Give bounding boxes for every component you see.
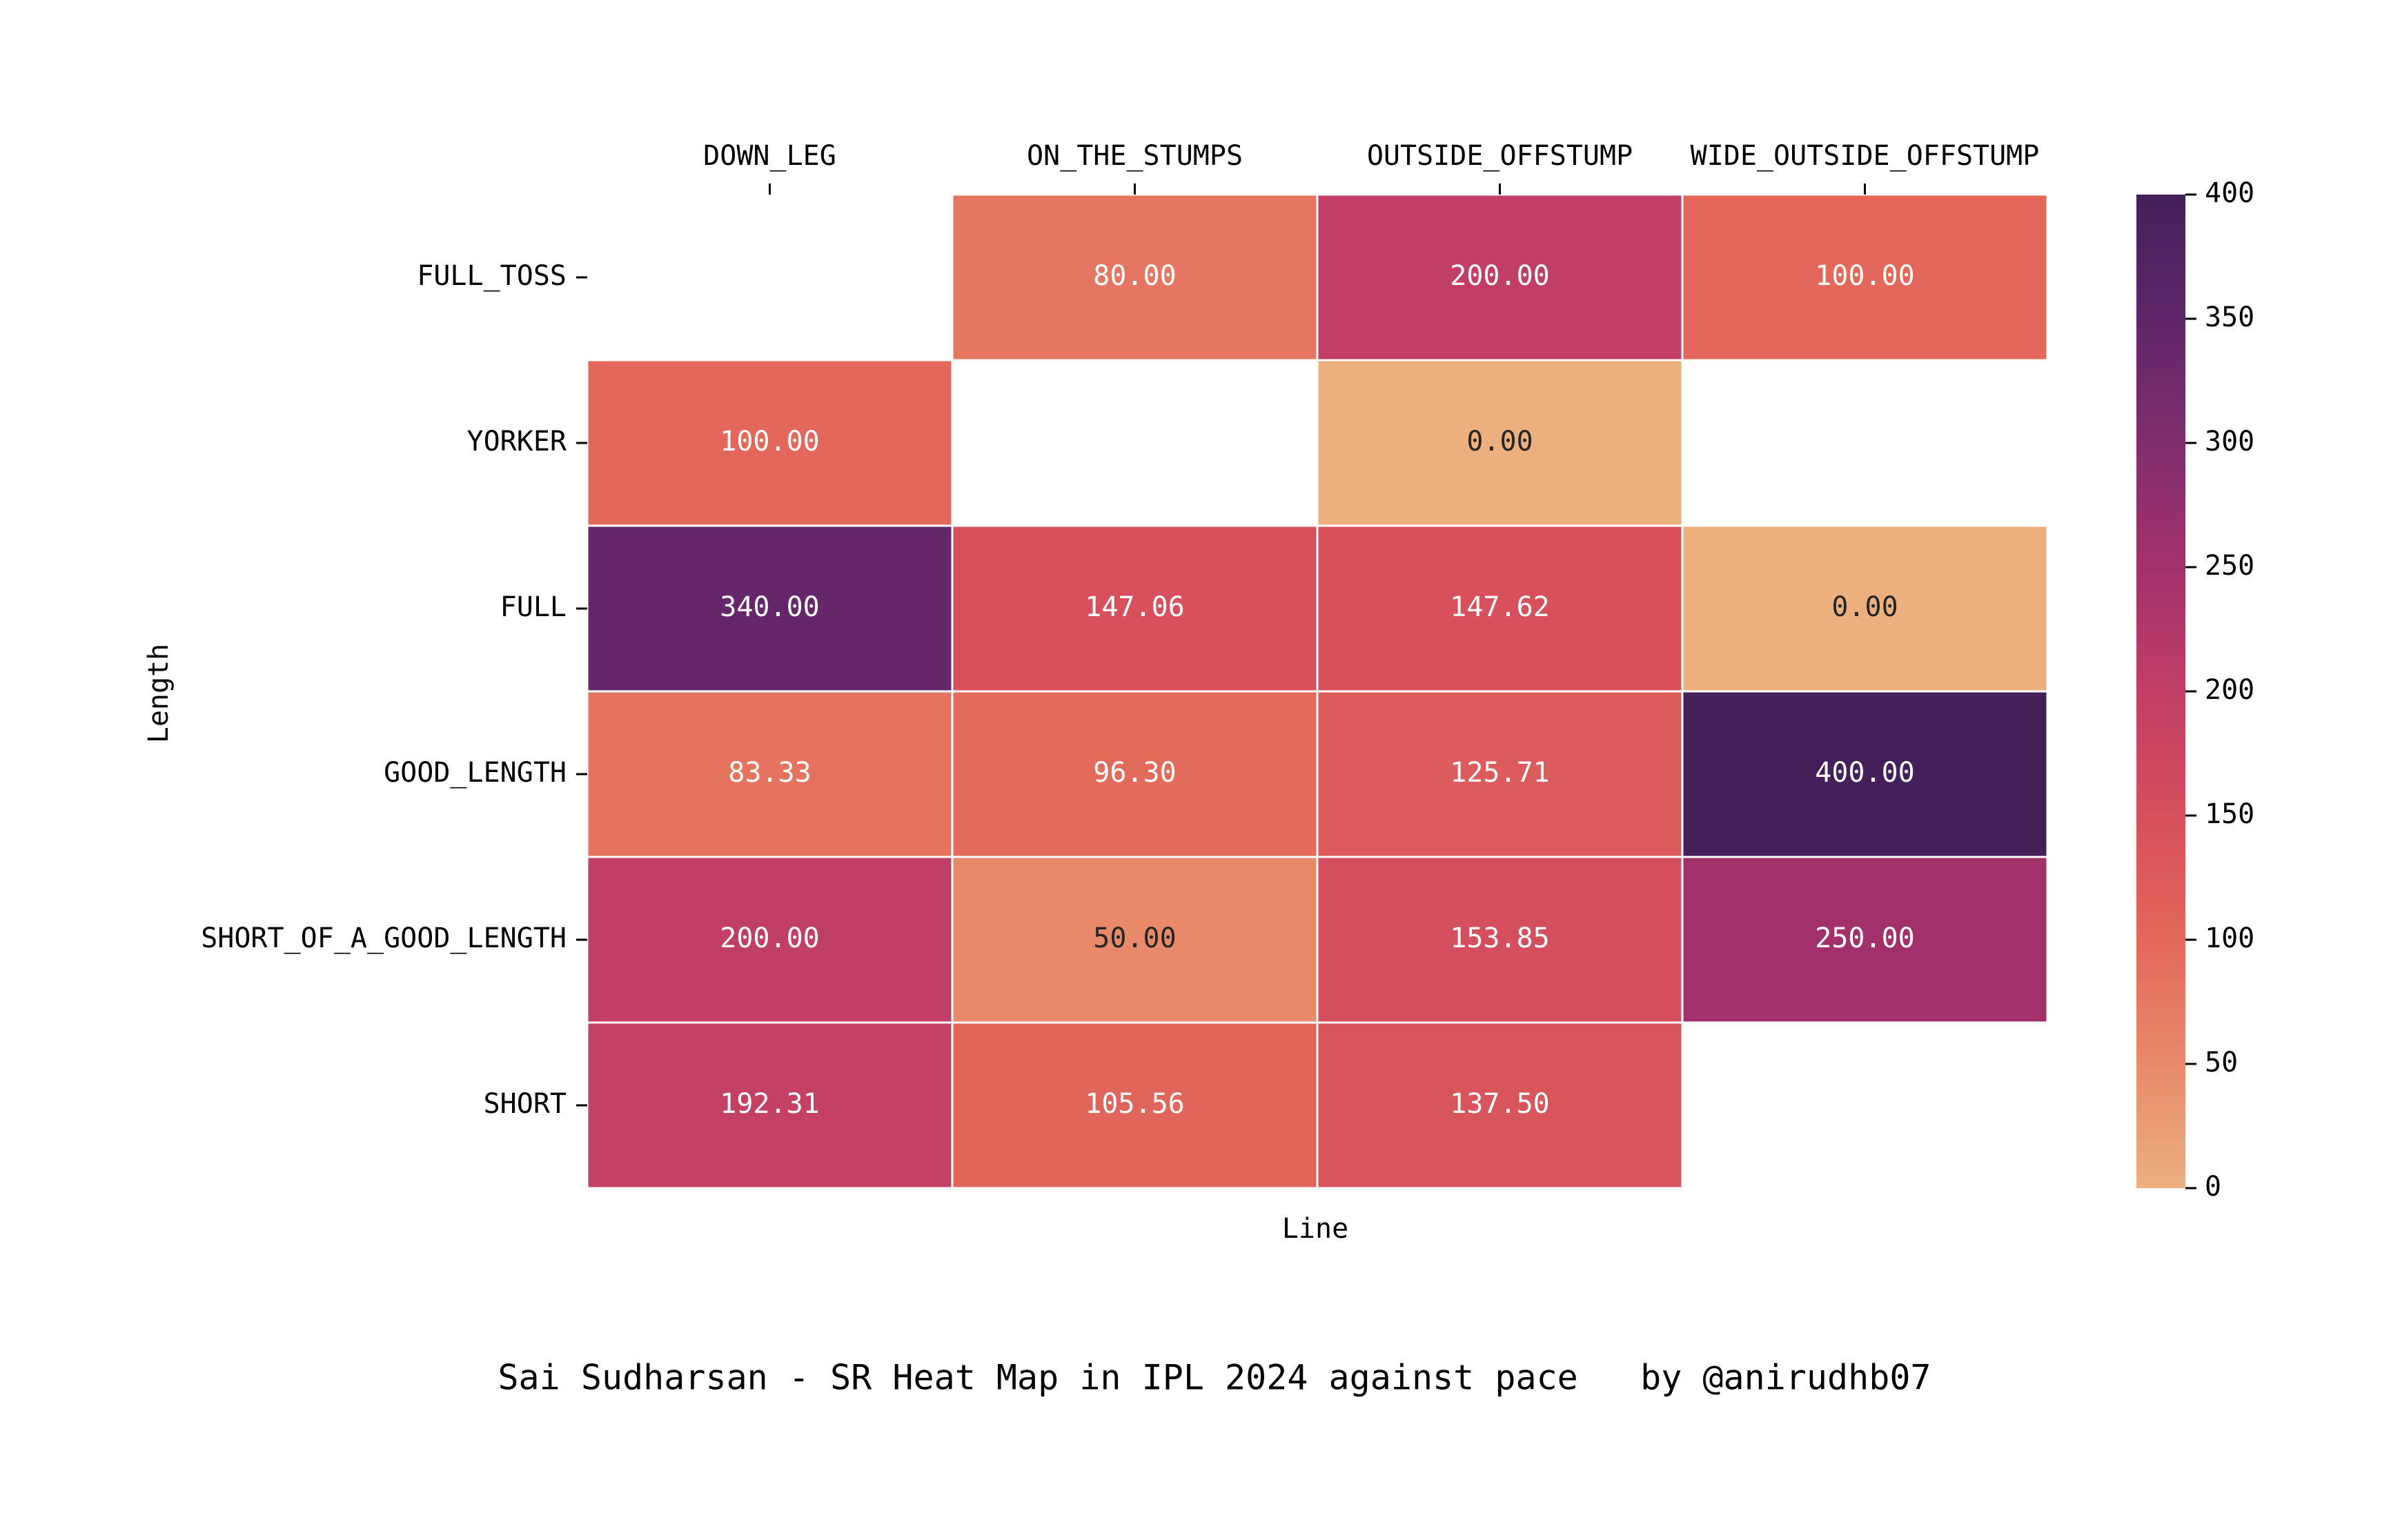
cell-value-label: 80.00 xyxy=(1093,260,1176,292)
y-tick-label: FULL_TOSS xyxy=(417,260,567,292)
colorbar-tick-label: 350 xyxy=(2205,302,2254,333)
cell-value-label: 0.00 xyxy=(1831,591,1898,623)
cell-value-label: 192.31 xyxy=(720,1088,820,1120)
cell-value-label: 96.30 xyxy=(1093,757,1176,789)
colorbar-tick-label: 200 xyxy=(2205,674,2254,706)
heatmap-cell xyxy=(586,359,954,527)
cell-value-label: 83.33 xyxy=(728,757,811,789)
colorbar-ticks: 0 50 100 150 200 250 300 350 400 xyxy=(2185,177,2254,1203)
cell-value-label: 147.06 xyxy=(1085,591,1185,623)
colorbar-tick-label: 0 xyxy=(2205,1171,2221,1203)
cell-value-label: 400.00 xyxy=(1815,757,1915,789)
colorbar-tick-label: 100 xyxy=(2205,922,2254,954)
cell-value-label: 340.00 xyxy=(720,591,820,623)
cell-value-label: 200.00 xyxy=(1450,260,1550,292)
x-tick-label: DOWN_LEG xyxy=(703,140,836,172)
colorbar-tick-label: 300 xyxy=(2205,426,2254,457)
y-axis-label: Length xyxy=(143,644,175,744)
heatmap-cell xyxy=(951,856,1319,1024)
heatmap-cell xyxy=(1316,193,1684,362)
colorbar-tick-label: 50 xyxy=(2205,1047,2238,1078)
cell-value-label: 100.00 xyxy=(720,426,820,457)
heatmap-cells xyxy=(586,193,2049,1189)
heatmap-cell xyxy=(1316,524,1684,693)
heatmap-cell xyxy=(951,193,1319,362)
y-tick-label: SHORT xyxy=(484,1088,567,1120)
cell-value-label: 100.00 xyxy=(1815,260,1915,292)
x-tick-label: OUTSIDE_OFFSTUMP xyxy=(1367,140,1633,172)
cell-value-label: 50.00 xyxy=(1093,922,1176,954)
heatmap-cell xyxy=(951,1021,1319,1189)
heatmap-cell xyxy=(586,856,954,1024)
y-tick-label: SHORT_OF_A_GOOD_LENGTH xyxy=(201,922,567,954)
y-axis-ticks: FULL_TOSS YORKER FULL GOOD_LENGTH SHORT_OF_A… xyxy=(201,260,587,1120)
heatmap-cell xyxy=(1681,690,2049,858)
x-axis-label: Line xyxy=(1282,1213,1348,1245)
heatmap-cell xyxy=(586,524,954,693)
cell-value-label: 137.50 xyxy=(1450,1088,1550,1120)
heatmap-cell xyxy=(1316,359,1684,527)
cell-value-label: 0.00 xyxy=(1466,426,1533,457)
cell-value-label: 250.00 xyxy=(1815,922,1915,954)
colorbar xyxy=(2136,195,2185,1188)
cell-value-label: 200.00 xyxy=(720,922,820,954)
x-tick-label: ON_THE_STUMPS xyxy=(1027,140,1243,172)
heatmap-cell xyxy=(1316,690,1684,858)
heatmap-cell xyxy=(586,690,954,858)
x-tick-label: WIDE_OUTSIDE_OFFSTUMP xyxy=(1691,140,2040,172)
cell-value-label: 125.71 xyxy=(1450,757,1550,789)
y-tick-label: YORKER xyxy=(467,426,567,457)
colorbar-tick-label: 400 xyxy=(2205,177,2254,209)
y-tick-label: FULL xyxy=(500,591,567,623)
heatmap-cell xyxy=(1316,856,1684,1024)
colorbar-gradient xyxy=(2136,195,2185,1188)
x-axis-ticks: DOWN_LEG ON_THE_STUMPS OUTSIDE_OFFSTUMP WID… xyxy=(703,140,2039,195)
colorbar-tick-label: 150 xyxy=(2205,798,2254,830)
chart-title: Sai Sudharsan - SR Heat Map in IPL 2024 … xyxy=(498,1358,1931,1398)
cell-value-label: 153.85 xyxy=(1450,922,1550,954)
y-tick-label: GOOD_LENGTH xyxy=(384,757,567,789)
cell-value-label: 105.56 xyxy=(1085,1088,1185,1120)
cell-value-label: 147.62 xyxy=(1450,591,1550,623)
cell-value-labels: 80.00 200.00 100.00 100.00 0.00 340.00 147.06 1… xyxy=(720,260,1915,1120)
colorbar-tick-label: 250 xyxy=(2205,550,2254,582)
heatmap-cell xyxy=(1316,1021,1684,1189)
heatmap-cell xyxy=(1681,856,2049,1024)
